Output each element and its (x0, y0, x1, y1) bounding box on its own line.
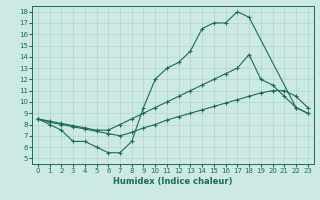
X-axis label: Humidex (Indice chaleur): Humidex (Indice chaleur) (113, 177, 233, 186)
